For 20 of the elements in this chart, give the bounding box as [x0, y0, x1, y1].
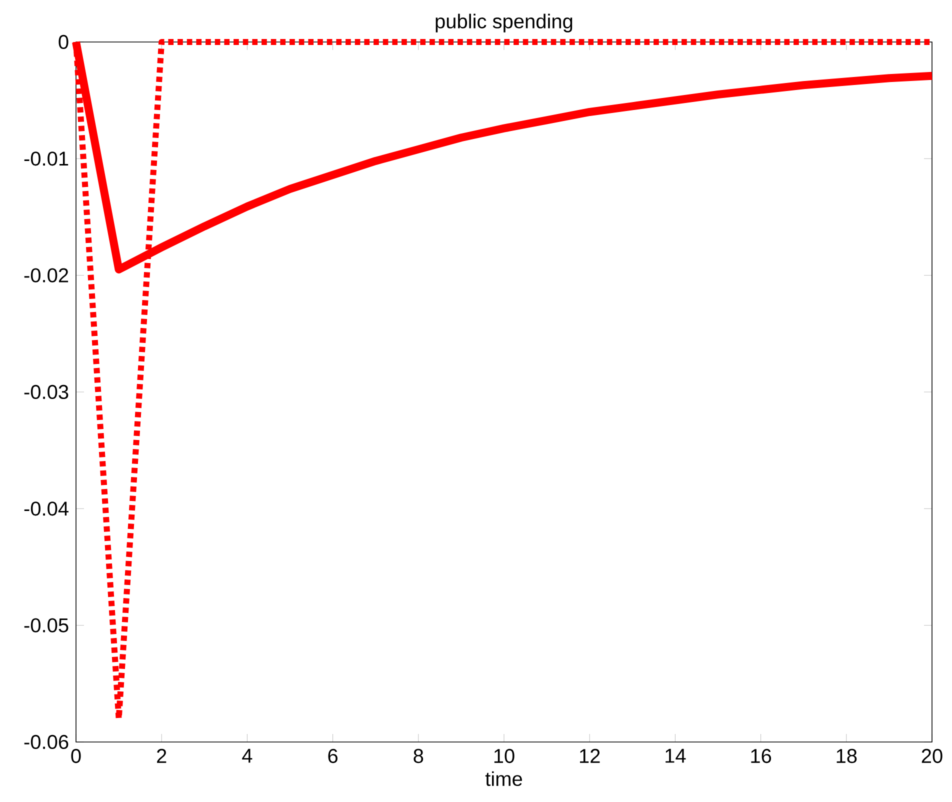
y-tick-label: -0.06: [24, 734, 68, 750]
x-tick-label: 18: [836, 748, 857, 764]
x-tick-label: 12: [580, 748, 600, 763]
x-tick-label: 6: [328, 748, 338, 764]
x-tick-label: 8: [414, 748, 424, 764]
x-axis-title: time: [485, 771, 522, 786]
x-tick-label: 2: [157, 748, 166, 763]
x-tick-label: 14: [666, 748, 686, 763]
y-tick-label: -0.04: [24, 502, 68, 516]
x-tick-label: 4: [242, 748, 252, 763]
chart-title: public spending: [436, 14, 572, 32]
y-tick-label: -0.02: [24, 268, 68, 282]
x-tick-label: 0: [71, 748, 81, 764]
y-tick-label: 0: [58, 34, 68, 50]
x-tick-label: 16: [751, 748, 772, 764]
y-tick-label: -0.01: [24, 152, 68, 166]
y-tick-label: -0.03: [24, 384, 68, 400]
y-tick-label: -0.05: [24, 618, 68, 632]
x-tick-label: 20: [922, 748, 942, 764]
x-tick-label: 10: [494, 748, 514, 764]
